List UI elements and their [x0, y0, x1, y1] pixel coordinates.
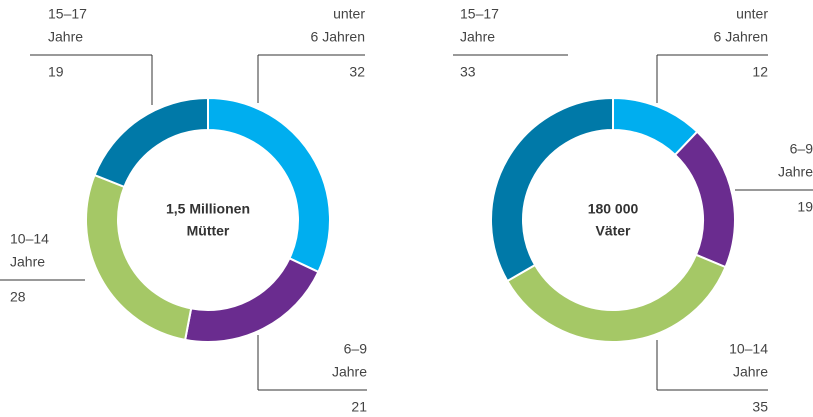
center-label: Mütter: [187, 223, 230, 239]
donut-segment: [673, 130, 736, 269]
category-label: 10–14: [10, 231, 49, 247]
value-label: 12: [752, 64, 768, 80]
category-label: Jahre: [733, 364, 768, 380]
center-label: 1,5 Millionen: [166, 201, 250, 217]
donut-segment: [505, 253, 727, 343]
category-label: unter: [736, 6, 768, 22]
category-label: 15–17: [48, 6, 87, 22]
value-label: 21: [351, 399, 367, 415]
category-label: Jahre: [460, 29, 495, 45]
category-label: 6–9: [790, 141, 813, 157]
category-label: unter: [333, 6, 365, 22]
center-label: Väter: [595, 223, 631, 239]
category-label: Jahre: [332, 364, 367, 380]
donut-segment: [93, 96, 209, 189]
category-label: 6–9: [344, 341, 368, 357]
value-label: 35: [752, 399, 768, 415]
value-label: 33: [460, 64, 476, 80]
category-label: Jahre: [48, 29, 83, 45]
center-label: 180 000: [588, 201, 639, 217]
donut-segment: [490, 96, 614, 283]
value-label: 32: [349, 64, 365, 80]
category-label: 6 Jahren: [311, 29, 365, 45]
donut-segment: [183, 256, 320, 343]
value-label: 28: [10, 289, 26, 305]
category-label: 10–14: [729, 341, 768, 357]
value-label: 19: [797, 199, 813, 215]
category-label: Jahre: [10, 254, 45, 270]
category-label: 6 Jahren: [714, 29, 768, 45]
category-label: 15–17: [460, 6, 499, 22]
value-label: 19: [48, 64, 64, 80]
donut-segment: [207, 96, 331, 274]
category-label: Jahre: [778, 164, 813, 180]
